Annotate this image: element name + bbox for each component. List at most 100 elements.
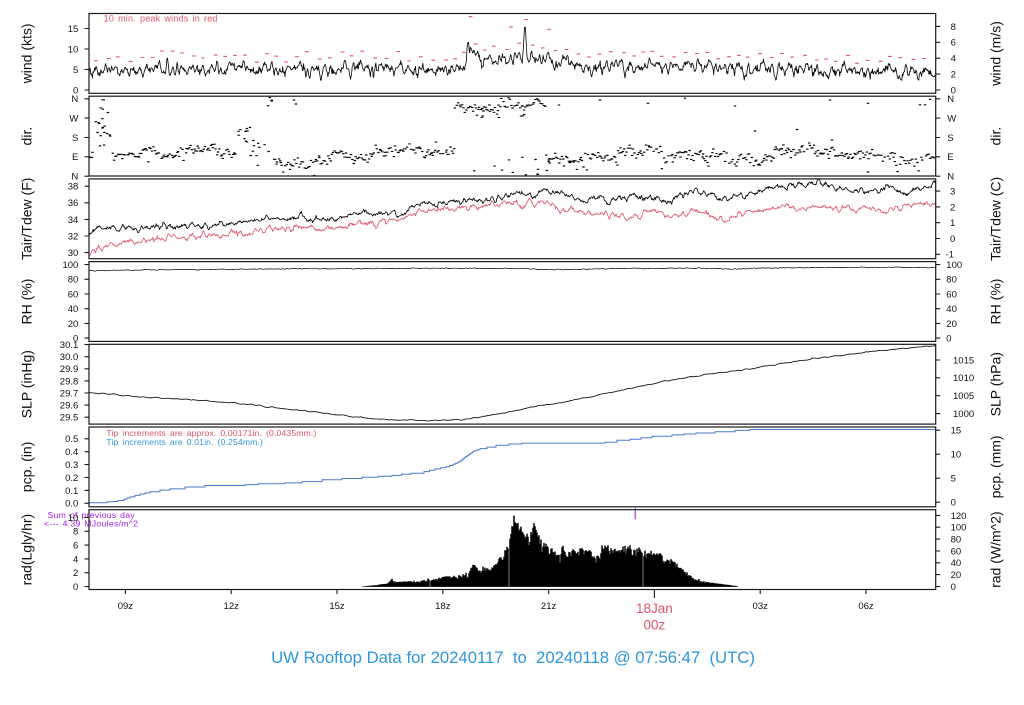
svg-text:29.7: 29.7 [60,388,79,399]
svg-text:29.6: 29.6 [60,401,79,412]
svg-text:29.5: 29.5 [60,413,79,424]
svg-text:0: 0 [946,334,951,345]
svg-text:30.1: 30.1 [60,340,79,351]
svg-text:1000: 1000 [953,409,974,420]
svg-text:40: 40 [946,304,957,315]
svg-text:34: 34 [68,215,79,226]
svg-text:20: 20 [951,570,962,581]
svg-text:4: 4 [73,554,78,565]
svg-text:6: 6 [73,541,78,552]
svg-text:0.2: 0.2 [65,473,78,484]
svg-text:80: 80 [951,535,962,546]
svg-text:120: 120 [951,511,967,522]
svg-text:RH (%): RH (%) [19,279,35,325]
svg-text:SLP (hPa): SLP (hPa) [988,352,1004,416]
svg-text:09z: 09z [118,601,134,612]
svg-text:03z: 03z [753,601,769,612]
svg-text:2: 2 [950,202,955,213]
svg-text:36: 36 [68,198,79,209]
svg-text:5: 5 [73,65,78,76]
svg-text:0.1: 0.1 [65,486,78,497]
svg-text:W: W [69,114,78,125]
svg-text:100: 100 [951,523,967,534]
svg-text:80: 80 [946,275,957,286]
svg-text:18z: 18z [435,601,451,612]
svg-text:pcp. (in): pcp. (in) [19,442,35,493]
svg-text:100: 100 [946,260,962,271]
svg-text:wind (m/s): wind (m/s) [988,21,1004,87]
svg-text:<--- 4.39 MJoules/m^2: <--- 4.39 MJoules/m^2 [44,519,138,529]
svg-text:0: 0 [73,582,78,593]
svg-text:Tip increments are approx. 0.0: Tip increments are approx. 0.00171in. (0… [106,428,316,438]
svg-text:8: 8 [951,22,956,33]
svg-text:S: S [947,133,953,144]
svg-text:Tip increments are 0.01in. (0.: Tip increments are 0.01in. (0.254mm.) [106,437,263,447]
svg-text:12z: 12z [224,601,240,612]
svg-text:4: 4 [951,54,956,65]
svg-text:20: 20 [68,319,79,330]
svg-text:Tair/Tdew (F): Tair/Tdew (F) [19,178,35,260]
svg-text:1: 1 [950,218,955,229]
svg-text:1010: 1010 [953,373,974,384]
svg-text:15z: 15z [329,601,345,612]
svg-text:rad (W/m^2): rad (W/m^2) [988,511,1004,588]
svg-text:wind (kts): wind (kts) [19,23,35,84]
svg-text:21z: 21z [541,601,557,612]
svg-text:10: 10 [951,450,962,461]
svg-text:N: N [947,94,954,105]
svg-text:8: 8 [73,527,78,538]
svg-text:29.8: 29.8 [60,376,79,387]
svg-text:-1: -1 [946,250,954,261]
svg-text:0: 0 [73,334,78,345]
svg-text:10 min. peak winds in red: 10 min. peak winds in red [104,14,218,24]
svg-text:38: 38 [68,182,79,193]
svg-text:rad(Lgly/hr): rad(Lgly/hr) [19,514,35,586]
svg-text:60: 60 [946,289,957,300]
svg-text:00z: 00z [644,618,666,633]
svg-text:RH (%): RH (%) [988,279,1004,325]
svg-text:06z: 06z [858,601,874,612]
svg-text:dir.: dir. [19,127,35,146]
svg-text:0.4: 0.4 [65,447,78,458]
svg-text:E: E [72,152,78,163]
svg-text:10: 10 [68,513,79,524]
svg-text:N: N [71,172,78,183]
svg-text:20: 20 [946,319,957,330]
svg-text:1005: 1005 [953,391,974,402]
svg-text:3: 3 [950,187,955,198]
svg-text:0: 0 [73,85,78,96]
svg-text:60: 60 [68,289,79,300]
svg-text:30: 30 [68,248,79,259]
svg-text:S: S [72,133,78,144]
svg-text:Sum of previous day: Sum of previous day [48,510,136,520]
svg-text:dir.: dir. [988,127,1004,146]
svg-text:15: 15 [68,24,79,35]
svg-text:18Jan: 18Jan [636,601,673,616]
svg-text:10: 10 [68,44,79,55]
svg-text:N: N [71,94,78,105]
svg-text:0: 0 [951,498,956,509]
svg-text:30.0: 30.0 [60,352,79,363]
svg-text:80: 80 [68,275,79,286]
svg-text:5: 5 [951,474,956,485]
svg-text:2: 2 [951,70,956,81]
svg-text:UW Rooftop Data for 20240117: UW Rooftop Data for 20240117 to 20240118… [271,648,755,667]
svg-text:32: 32 [68,231,79,242]
svg-text:2: 2 [73,568,78,579]
svg-text:0: 0 [951,582,956,593]
svg-text:6: 6 [951,38,956,49]
svg-text:0.5: 0.5 [65,434,78,445]
svg-text:29.9: 29.9 [60,364,79,375]
svg-text:E: E [947,152,953,163]
svg-text:15: 15 [951,426,962,437]
svg-text:Tair/Tdew (C): Tair/Tdew (C) [988,177,1004,261]
svg-text:N: N [947,172,954,183]
svg-text:pcp. (mm): pcp. (mm) [988,435,1004,498]
svg-text:1015: 1015 [953,355,974,366]
svg-text:0: 0 [950,234,955,245]
svg-text:40: 40 [951,558,962,569]
svg-text:100: 100 [62,260,78,271]
svg-text:60: 60 [951,546,962,557]
svg-text:0: 0 [951,85,956,96]
svg-text:SLP (inHg): SLP (inHg) [19,350,35,418]
